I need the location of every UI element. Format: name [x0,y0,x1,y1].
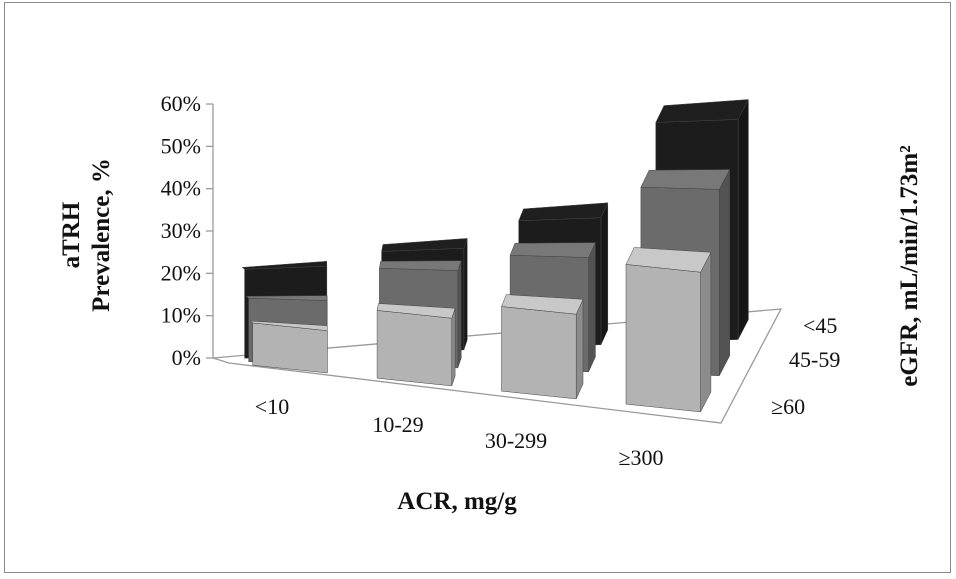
y-tick-label: 50% [161,133,201,158]
bar-0-3 [626,248,711,412]
series-depth-label: 45-59 [789,347,840,372]
y-tick-label: 0% [172,345,201,370]
y-tick-label: 60% [161,91,201,116]
bar-0-2 [502,295,584,399]
bar-side-face [601,203,608,345]
bar-top-face [641,170,730,190]
y-tick-labels: 0% 10% 20% 30% 40% 50% 60% [161,91,213,370]
bar-side-face [464,238,467,350]
bar-top-face [510,243,595,258]
category-label: ≥300 [618,445,663,470]
bar-top-face [519,203,608,221]
y-axis-title-line2: Prevalence, % [88,158,115,312]
depth-series-labels: ≥60 45-59 <45 [771,313,840,419]
y-axis-title-line1: aTRH [58,201,85,268]
bars [242,100,748,412]
series-depth-label: ≥60 [771,394,805,419]
z-axis-title: eGFR, mL/min/1.73m² [896,145,923,387]
category-label: 30-299 [485,428,547,453]
bar-front-face [626,264,701,412]
bar-front-face [377,310,452,386]
series-depth-label: <45 [803,313,837,338]
chart-3d-bar: 0%10%20%30%40%50%60% <1010-2930-299≥300 … [5,3,952,574]
bar-side-face [458,261,461,368]
bar-top-face [656,100,749,123]
y-tick-label: 10% [161,303,201,328]
category-label: 10-29 [372,412,423,437]
y-tick-label: 40% [161,176,201,201]
bar-side-face [576,299,583,399]
bar-0-0 [250,321,327,373]
category-label: <10 [255,394,289,419]
bar-side-face [589,243,596,372]
category-labels: <10 10-29 30-299 ≥300 [255,394,664,470]
bar-front-face [502,307,577,399]
bar-side-face [719,170,729,376]
bar-side-face [701,252,711,412]
bar-0-1 [377,304,455,386]
x-axis-title: ACR, mg/g [397,488,517,515]
bar-side-face [738,100,748,340]
bar-side-face [452,308,455,386]
y-tick-label: 30% [161,218,201,243]
bar-front-face [253,323,328,373]
y-tick-label: 20% [161,260,201,285]
